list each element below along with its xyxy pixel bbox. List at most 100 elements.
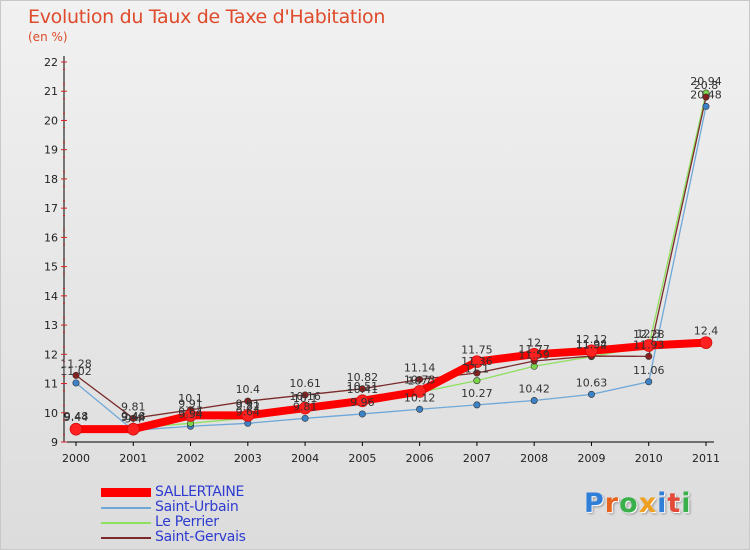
y-tick-label: 10 [44, 407, 58, 420]
data-label: 10.27 [461, 387, 493, 400]
logo-letter: t [667, 488, 682, 519]
logo-letter: i [681, 488, 692, 519]
data-label: 10.61 [289, 377, 321, 390]
y-tick-label: 21 [44, 85, 58, 98]
legend-swatch-saint-urbain [101, 507, 151, 509]
data-point [356, 394, 369, 408]
data-label: 9.44 [64, 411, 89, 424]
series-line-sallertaine [76, 338, 707, 434]
data-label: 10.12 [404, 391, 436, 404]
data-label: 20.94 [690, 75, 722, 88]
data-label: 10.51 [347, 380, 379, 393]
proxiti-logo: Proxiti [584, 488, 692, 519]
data-point [473, 369, 481, 377]
data-label: 11.92 [576, 339, 608, 352]
data-label: 9.64 [178, 405, 203, 418]
data-label: 11.75 [461, 344, 493, 357]
data-point [184, 409, 197, 422]
x-tick-label: 2005 [348, 452, 376, 465]
data-label: 20.48 [690, 88, 722, 101]
data-label: 11.06 [633, 364, 665, 377]
data-label: 9.64 [236, 405, 261, 418]
data-point [413, 385, 426, 398]
data-point [416, 375, 424, 383]
data-point [645, 352, 653, 360]
y-tick-label: 20 [44, 114, 58, 127]
chart-title: Evolution du Taux de Taxe d'Habitation [28, 6, 386, 28]
data-label: 10.41 [347, 383, 379, 396]
data-label: 12 [527, 336, 541, 349]
data-label: 10.42 [518, 382, 550, 395]
data-label: 9.91 [178, 397, 203, 410]
series-line-le-perrier [76, 92, 707, 429]
series-lines [75, 92, 707, 434]
y-tick-label: 18 [44, 173, 58, 186]
data-label: 9.48 [121, 410, 146, 423]
y-tick-label: 17 [44, 202, 58, 215]
data-point [129, 414, 137, 422]
logo-letter: x [638, 488, 658, 519]
data-label: 9.54 [178, 408, 203, 421]
data-point [69, 422, 83, 436]
y-tick-label: 9 [51, 436, 58, 449]
legend-swatch-saint-gervais [101, 537, 151, 539]
data-label: 11.14 [404, 361, 436, 374]
series-line-saint-urbain [75, 106, 707, 431]
x-tick-label: 2009 [577, 452, 605, 465]
y-tick-label: 12 [44, 348, 58, 361]
x-tick-label: 2003 [234, 452, 262, 465]
data-point [301, 414, 309, 422]
legend-label: Saint-Urbain [155, 499, 239, 515]
data-label: 9.82 [236, 400, 261, 413]
series-points [69, 89, 713, 436]
data-label: 10.4 [236, 383, 261, 396]
axes: 9 10 11 12 13 14 15 16 17 18 19 20 21 22 2000 2001 2002 2… [44, 56, 720, 465]
legend-label: Le Perrier [155, 514, 219, 530]
data-point [645, 378, 653, 386]
data-point [473, 401, 481, 409]
logo-letter: P [584, 488, 605, 519]
x-tick-label: 2007 [463, 452, 491, 465]
legend-item-le-perrier: Le Perrier [101, 514, 321, 530]
data-label: 12.28 [633, 328, 665, 341]
data-label: 9.96 [350, 396, 375, 409]
legend-label: SALLERTAINE [155, 484, 245, 500]
data-label: 10.1 [293, 392, 318, 405]
legend-item-sallertaine: SALLERTAINE [101, 484, 321, 500]
x-tick-label: 2001 [119, 452, 147, 465]
logo-letter: i [657, 488, 668, 519]
data-point [72, 371, 80, 379]
data-point [530, 396, 538, 404]
y-tick-label: 22 [44, 56, 58, 69]
data-label: 11.93 [633, 338, 665, 351]
data-label: 10.1 [178, 392, 203, 405]
data-label: 11.94 [576, 338, 608, 351]
data-label: 10.82 [347, 371, 379, 384]
data-point [126, 422, 140, 436]
data-label: 12.12 [576, 333, 608, 346]
data-label: 9.81 [293, 400, 318, 413]
y-tick-label: 15 [44, 261, 58, 274]
data-point [470, 355, 484, 368]
x-tick-label: 2004 [291, 452, 319, 465]
data-labels: 9.44 9.44 9.91 9.91 10.16 10.41 10.73 11.75 12 12… [60, 75, 722, 425]
chart-unit-label: (en %) [28, 30, 68, 44]
data-point [358, 385, 366, 393]
x-tick-label: 2002 [177, 452, 205, 465]
data-label: 10.73 [404, 373, 436, 386]
legend-label: Saint-Gervais [155, 529, 246, 545]
data-point [587, 390, 595, 398]
y-tick-label: 16 [44, 231, 58, 244]
data-label: 12.3 [636, 328, 661, 341]
x-tick-label: 2010 [635, 452, 663, 465]
data-label: 12.4 [694, 325, 719, 338]
data-label: 9.48 [64, 410, 89, 423]
data-label: 20.8 [694, 79, 719, 92]
y-tick-label: 11 [44, 378, 58, 391]
data-point [416, 405, 424, 413]
data-point [358, 410, 366, 418]
legend-item-saint-gervais: Saint-Gervais [101, 529, 321, 545]
x-tick-label: 2000 [62, 452, 90, 465]
series-line-saint-gervais [75, 96, 707, 419]
